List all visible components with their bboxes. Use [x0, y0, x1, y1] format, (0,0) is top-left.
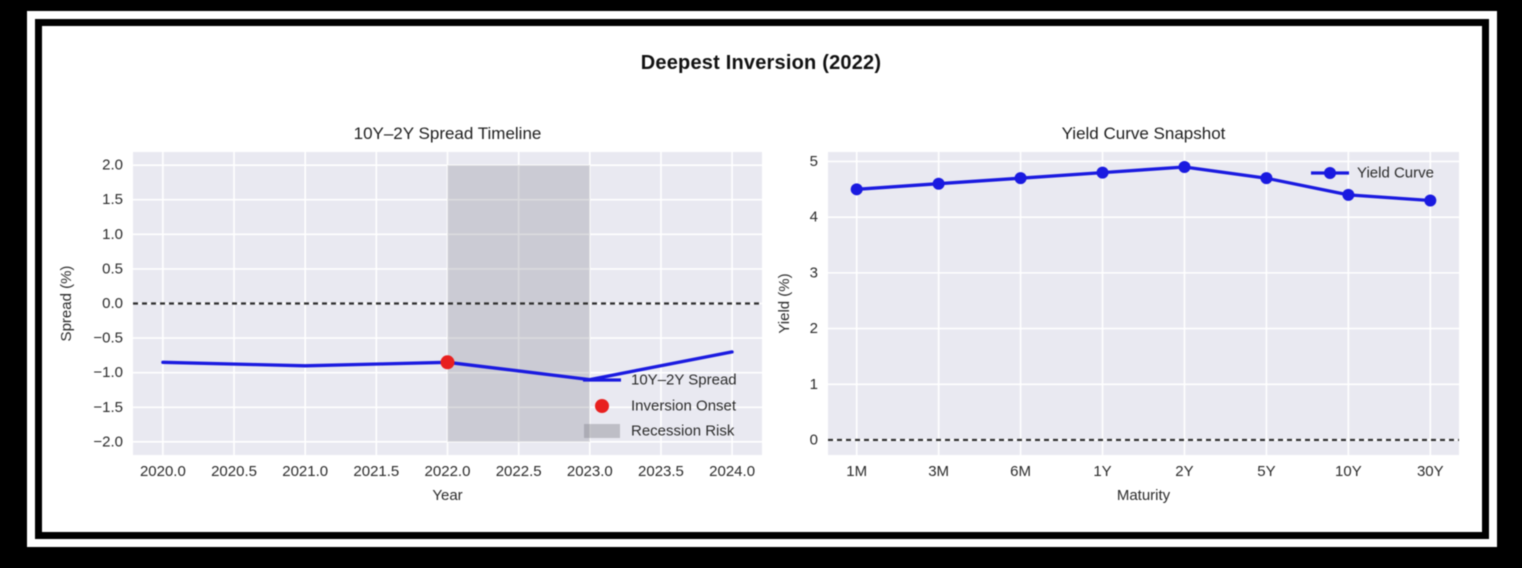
- y-tick-label: −0.5: [93, 330, 123, 347]
- y-tick-label: 1: [810, 376, 818, 393]
- x-tick-label: 2Y: [1175, 463, 1193, 480]
- data-point-marker: [1424, 194, 1437, 207]
- y-tick-label: 2.0: [102, 157, 123, 174]
- data-point-marker: [850, 183, 863, 196]
- tick-labels: 2020.0 2020.5 2021.0 2021.5 2022.0 2022.5 2023…: [93, 157, 755, 480]
- x-tick-label: 1M: [846, 463, 867, 480]
- y-tick-label: 5: [810, 153, 818, 170]
- y-tick-label: 3: [810, 264, 818, 281]
- x-tick-label: 2021.5: [353, 463, 399, 480]
- x-tick-label: 5Y: [1257, 463, 1275, 480]
- legend-item-10y-2y-spread: 10Y–2Y Spread: [583, 372, 737, 389]
- x-axis-label: Maturity: [1117, 487, 1171, 504]
- x-tick-label: 6M: [1010, 463, 1031, 480]
- data-point-marker: [1014, 172, 1027, 185]
- x-tick-label: 2021.0: [282, 463, 328, 480]
- data-point-marker: [1178, 161, 1191, 174]
- x-tick-label: 2020.5: [211, 463, 257, 480]
- x-tick-label: 2020.0: [140, 463, 186, 480]
- legend-item-recession-risk: Recession Risk: [584, 423, 735, 440]
- y-tick-label: 1.5: [102, 191, 123, 208]
- x-tick-label: 3M: [928, 463, 949, 480]
- y-tick-label: −1.0: [93, 364, 123, 381]
- y-axis-label: Spread (%): [58, 266, 75, 342]
- x-tick-label: 2022.0: [425, 463, 471, 480]
- y-tick-label: −1.5: [93, 399, 123, 416]
- x-tick-label: 2024.0: [709, 463, 755, 480]
- legend-label: Inversion Onset: [631, 398, 737, 415]
- data-point-marker: [1342, 188, 1355, 201]
- x-axis-label: Year: [432, 487, 462, 504]
- figure-title: Deepest Inversion (2022): [640, 52, 882, 74]
- plot-background: [828, 152, 1459, 455]
- x-tick-label: 2022.5: [496, 463, 542, 480]
- legend-label: 10Y–2Y Spread: [631, 372, 737, 389]
- legend-marker-swatch: [1324, 167, 1336, 179]
- x-tick-label: 2023.0: [567, 463, 613, 480]
- y-tick-label: 1.0: [102, 226, 123, 243]
- legend: 10Y–2Y Spread Inversion Onset Recession Ri…: [583, 372, 737, 440]
- legend-label: Recession Risk: [631, 423, 735, 440]
- x-tick-label: 1Y: [1093, 463, 1111, 480]
- y-axis-label: Yield (%): [776, 273, 793, 333]
- y-tick-label: 0.0: [102, 295, 123, 312]
- legend: Yield Curve: [1311, 165, 1434, 182]
- y-tick-label: 0.5: [102, 260, 123, 277]
- yield-curve-chart: 1M 3M 6M 1Y 2Y 5Y 10Y 30Y 0 1 2 3 4 5 Maturity Yield (%…: [776, 124, 1459, 504]
- data-point-marker: [1096, 166, 1109, 179]
- yield-curve-line: [855, 165, 1432, 203]
- legend-patch-swatch: [584, 424, 620, 438]
- chart-title: 10Y–2Y Spread Timeline: [354, 124, 542, 143]
- tick-labels: 1M 3M 6M 1Y 2Y 5Y 10Y 30Y 0 1 2 3 4 5: [810, 153, 1444, 480]
- y-tick-label: 2: [810, 320, 818, 337]
- legend-item-inversion-onset: Inversion Onset: [595, 398, 737, 415]
- inversion-onset-marker: [440, 355, 455, 370]
- x-tick-label: 10Y: [1335, 463, 1362, 480]
- y-tick-label: 0: [810, 431, 818, 448]
- legend-dot-swatch: [595, 399, 609, 413]
- data-point-marker: [932, 177, 945, 190]
- data-point-marker: [1260, 172, 1273, 185]
- y-tick-label: −2.0: [93, 433, 123, 450]
- x-tick-label: 2023.5: [638, 463, 684, 480]
- spread-timeline-chart: 2020.0 2020.5 2021.0 2021.5 2022.0 2022.5 2023…: [58, 124, 762, 504]
- yield-curve-markers: [850, 161, 1437, 207]
- x-tick-label: 30Y: [1417, 463, 1444, 480]
- y-tick-label: 4: [810, 209, 818, 226]
- legend-label: Yield Curve: [1357, 165, 1434, 182]
- chart-title: Yield Curve Snapshot: [1062, 124, 1226, 143]
- legend-item-yield-curve: Yield Curve: [1311, 165, 1434, 182]
